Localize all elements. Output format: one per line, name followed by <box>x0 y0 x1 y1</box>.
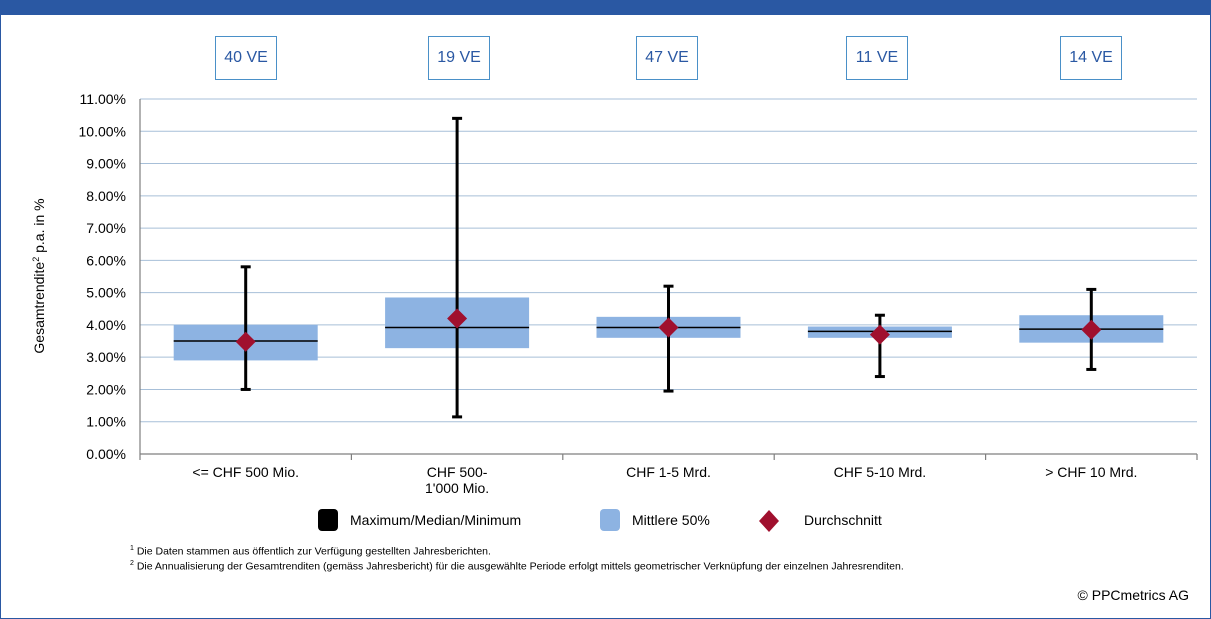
y-tick-label: 11.00% <box>80 91 126 107</box>
legend-label-mid50: Mittlere 50% <box>632 512 710 528</box>
y-axis-label-main: Gesamtrendite <box>31 262 47 354</box>
top-bar <box>0 0 1211 15</box>
y-axis-label-rest: p.a. in % <box>31 198 47 256</box>
legend-swatch-blue <box>600 509 620 531</box>
y-tick-label: 4.00% <box>86 317 126 333</box>
mean-marker <box>447 308 468 329</box>
y-axis-label-sup: 2 <box>31 257 41 262</box>
legend-diamond-icon <box>759 510 779 532</box>
count-box-1: 40 VE <box>215 36 277 80</box>
mean-marker <box>235 331 256 352</box>
mean-marker <box>658 317 679 338</box>
y-axis-label: Gesamtrendite2 p.a. in % <box>31 198 47 353</box>
copyright: © PPCmetrics AG <box>1077 587 1189 603</box>
mean-marker <box>869 324 890 345</box>
legend-label-mean: Durchschnitt <box>804 512 882 528</box>
legend-swatch-black <box>318 509 338 531</box>
mean-marker <box>1081 319 1102 340</box>
y-tick-label: 2.00% <box>86 381 126 397</box>
y-tick-label: 7.00% <box>86 220 126 236</box>
x-tick-label: <= CHF 500 Mio. <box>192 464 299 480</box>
y-tick-label: 8.00% <box>86 188 126 204</box>
count-box-3: 47 VE <box>636 36 698 80</box>
y-tick-label: 3.00% <box>86 349 126 365</box>
x-tick-label: CHF 5-10 Mrd. <box>834 464 927 480</box>
count-box-5: 14 VE <box>1060 36 1122 80</box>
y-tick-label: 9.00% <box>86 156 126 172</box>
y-tick-label: 1.00% <box>86 414 126 430</box>
legend-item-mean: Durchschnitt <box>758 509 958 532</box>
footnote-1: 1 Die Daten stammen aus öffentlich zur V… <box>130 545 491 558</box>
y-tick-label: 10.00% <box>79 123 126 139</box>
count-box-4: 11 VE <box>846 36 908 80</box>
x-tick-label: 1'000 Mio. <box>425 480 489 496</box>
x-tick-label: CHF 500- <box>427 464 488 480</box>
y-tick-label: 6.00% <box>86 252 126 268</box>
y-tick-label: 5.00% <box>86 285 126 301</box>
legend-label-maxmedmin: Maximum/Median/Minimum <box>350 512 522 528</box>
count-box-2: 19 VE <box>428 36 490 80</box>
footnote-2: 2 Die Annualisierung der Gesamtrenditen … <box>130 560 904 573</box>
x-tick-label: CHF 1-5 Mrd. <box>626 464 711 480</box>
y-tick-label: 0.00% <box>86 446 126 462</box>
x-tick-label: > CHF 10 Mrd. <box>1045 464 1137 480</box>
